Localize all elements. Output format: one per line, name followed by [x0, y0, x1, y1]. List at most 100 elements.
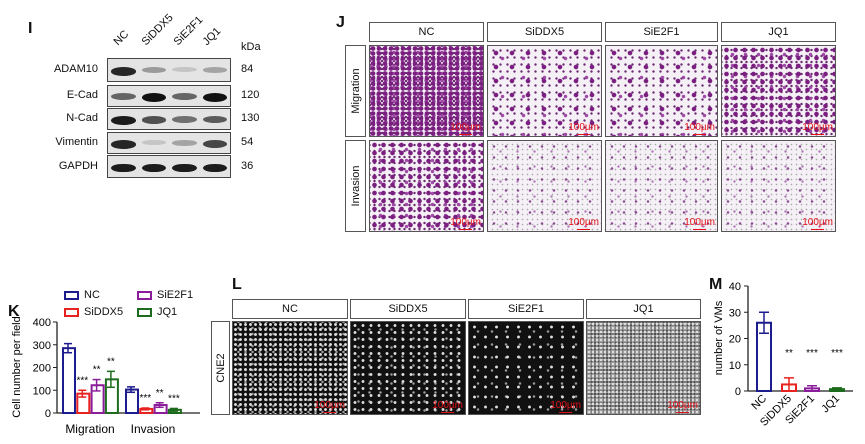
k-bar	[104, 378, 119, 414]
k-y-axis-label: Cell number per field	[11, 316, 23, 418]
blot-band	[202, 163, 227, 173]
blot-lane	[139, 156, 170, 177]
blot-kda-value: 130	[241, 112, 260, 124]
blot-band	[111, 67, 136, 76]
k-y-tick-label: 100	[33, 385, 51, 397]
blot-lane	[108, 109, 139, 129]
k-significance: ***	[168, 393, 180, 404]
micrograph-invasion-siddx5: 100µm	[487, 140, 602, 232]
blot-lane	[108, 86, 139, 106]
blot-band	[111, 93, 136, 100]
blot-band	[172, 116, 197, 123]
blot-lane	[108, 133, 139, 153]
blot-band	[141, 93, 166, 102]
scale-bar: 100µm	[450, 217, 481, 230]
legend-label: SiE2F1	[157, 289, 194, 301]
blot-lane	[139, 133, 170, 153]
m-y-axis-label: number of VMs	[713, 300, 725, 375]
column-header-sie2f1: SiE2F1	[605, 22, 718, 42]
micrograph-invasion-jq1: 100µm	[721, 140, 836, 232]
blot-strip-e-cad	[107, 85, 231, 107]
m-x-tick-label: NC	[749, 393, 769, 413]
row-header-migration: Migration	[345, 45, 366, 137]
blot-kda-value: 120	[241, 89, 260, 101]
column-header-nc: NC	[232, 299, 348, 319]
blot-lane	[108, 156, 139, 177]
k-significance: **	[107, 356, 115, 367]
blot-strip-vimentin	[107, 132, 231, 154]
blot-lane	[169, 156, 200, 177]
blot-lane	[200, 59, 231, 81]
legend-swatch	[64, 290, 79, 300]
k-bar	[62, 347, 76, 415]
m-significance: ***	[831, 348, 843, 359]
blot-band	[202, 116, 227, 124]
k-bar	[153, 404, 168, 415]
blot-strip-n-cad	[107, 108, 231, 130]
m-y-tick-label: 30	[729, 307, 741, 319]
blot-band	[111, 140, 136, 149]
blot-band	[202, 67, 227, 73]
legend-label: JQ1	[157, 306, 178, 318]
blot-lane	[200, 133, 231, 153]
scale-bar: 100µm	[550, 400, 581, 413]
blot-lane	[200, 86, 231, 106]
scale-bar: 100µm	[314, 400, 345, 413]
panel-label-l: L	[232, 276, 242, 293]
panel-label-m: M	[709, 276, 723, 293]
k-bar	[76, 392, 91, 415]
column-header-jq1: JQ1	[721, 22, 836, 42]
k-significance: ***	[76, 375, 88, 386]
blot-band	[202, 93, 227, 102]
blot-lane	[108, 59, 139, 81]
k-bar	[125, 388, 139, 415]
k-y-tick-label: 0	[45, 408, 51, 420]
scale-bar: 100µm	[568, 217, 599, 230]
blot-lane	[139, 86, 170, 106]
blot-band	[141, 67, 166, 73]
micrograph-migration-siddx5: 100µm	[487, 45, 602, 137]
blot-band	[111, 116, 136, 125]
row-header-cne2: CNE2	[211, 321, 230, 415]
column-header-jq1: JQ1	[586, 299, 701, 319]
micrograph-tube-siddx5: 100µm	[350, 321, 466, 415]
column-header-siddx5: SiDDX5	[487, 22, 602, 42]
m-significance: ***	[806, 348, 818, 359]
blot-lane	[169, 109, 200, 129]
scale-bar: 100µm	[802, 122, 833, 135]
blot-lane	[200, 156, 231, 177]
blot-band	[141, 163, 166, 173]
blot-band	[202, 140, 227, 148]
micrograph-migration-nc: 100µm	[369, 45, 484, 137]
m-y-tick-label: 40	[729, 281, 741, 293]
k-x-tick-label: Migration	[65, 422, 114, 436]
blot-band	[172, 67, 197, 72]
legend-swatch	[137, 290, 152, 300]
blot-kda-value: 84	[241, 63, 254, 75]
micrograph-invasion-sie2f1: 100µm	[605, 140, 718, 232]
blot-kda-value: 36	[241, 159, 254, 172]
scale-bar: 100µm	[802, 217, 833, 230]
column-header-nc: NC	[369, 22, 484, 42]
blot-kda-value: 54	[241, 136, 254, 148]
k-bar	[90, 384, 105, 414]
legend-label: NC	[84, 289, 100, 301]
column-header-sie2f1: SiE2F1	[468, 299, 584, 319]
column-header-siddx5: SiDDX5	[350, 299, 466, 319]
kda-header: kDa	[241, 41, 261, 53]
blot-lane	[169, 133, 200, 153]
scale-bar: 100µm	[432, 400, 463, 413]
blot-lane	[169, 86, 200, 106]
m-x-tick-label: JQ1	[819, 393, 842, 416]
m-y-tick-label: 10	[729, 360, 741, 372]
blot-strip-adam10	[107, 58, 231, 82]
k-x-tick-label: Invasion	[131, 422, 176, 436]
blot-strip-gapdh	[107, 155, 231, 178]
micrograph-invasion-nc: 100µm	[369, 140, 484, 232]
scale-bar: 100µm	[450, 122, 481, 135]
blot-band	[172, 93, 197, 100]
panel-label-k: K	[8, 303, 20, 320]
scale-bar: 100µm	[684, 122, 715, 135]
legend-item-jq1: JQ1	[137, 306, 177, 318]
scale-bar: 100µm	[684, 217, 715, 230]
